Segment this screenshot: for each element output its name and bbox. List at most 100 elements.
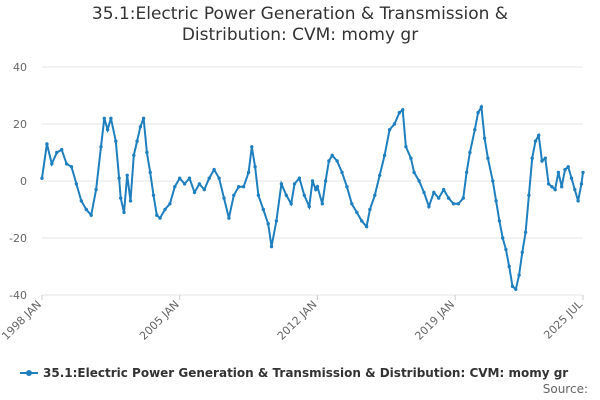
y-tick-label-3: -20 — [9, 232, 27, 245]
data-point-47 — [241, 185, 246, 189]
data-point-99 — [468, 150, 472, 155]
data-point-114 — [520, 250, 524, 254]
data-point-93 — [442, 187, 446, 192]
data-point-52 — [261, 207, 265, 212]
data-point-20 — [125, 173, 129, 177]
data-point-22 — [132, 153, 136, 157]
legend[interactable]: 35.1:Electric Power Generation & Transmi… — [20, 365, 568, 381]
data-point-11 — [94, 187, 98, 192]
data-point-80 — [382, 153, 387, 157]
data-point-31 — [163, 207, 167, 212]
data-point-87 — [412, 170, 416, 175]
data-point-120 — [540, 159, 544, 163]
data-point-32 — [168, 202, 172, 206]
data-point-10 — [89, 213, 93, 217]
data-point-36 — [187, 176, 192, 180]
data-point-68 — [327, 159, 331, 163]
data-point-97 — [461, 196, 465, 200]
data-point-61 — [302, 193, 306, 197]
data-point-58 — [289, 202, 293, 206]
data-point-41 — [212, 167, 216, 172]
data-point-76 — [364, 224, 369, 229]
data-point-128 — [566, 165, 570, 169]
data-point-111 — [510, 284, 515, 289]
data-point-91 — [432, 190, 436, 195]
data-point-59 — [292, 182, 297, 186]
data-point-13 — [102, 116, 107, 121]
data-point-42 — [217, 176, 221, 180]
data-point-8 — [79, 199, 84, 203]
data-point-66 — [320, 202, 324, 206]
data-point-126 — [560, 185, 564, 189]
data-point-110 — [507, 264, 511, 269]
data-point-15 — [109, 116, 113, 121]
data-point-105 — [491, 179, 495, 183]
data-point-77 — [368, 207, 372, 212]
data-point-70 — [335, 159, 339, 163]
series-line — [41, 103, 584, 292]
data-point-40 — [207, 176, 211, 180]
data-point-90 — [427, 204, 431, 209]
data-point-65 — [315, 185, 320, 189]
legend-label: 35.1:Electric Power Generation & Transmi… — [43, 366, 569, 380]
data-point-24 — [138, 125, 143, 129]
y-tick-label-1: 20 — [13, 118, 27, 131]
data-point-21 — [128, 199, 133, 203]
data-point-63 — [310, 179, 315, 183]
data-point-133 — [581, 170, 585, 175]
data-point-88 — [417, 179, 421, 183]
data-point-92 — [437, 196, 441, 200]
data-point-115 — [523, 230, 528, 234]
data-point-83 — [397, 110, 402, 115]
data-point-117 — [530, 156, 534, 160]
data-point-37 — [192, 190, 197, 195]
data-point-122 — [546, 182, 551, 186]
y-tick-label-4: -40 — [9, 289, 27, 302]
data-point-108 — [501, 236, 505, 240]
data-point-2 — [50, 162, 54, 166]
data-point-98 — [464, 170, 469, 175]
legend-swatch-icon — [20, 368, 38, 378]
data-point-123 — [550, 185, 554, 189]
legend-swatch-dot — [26, 370, 32, 376]
data-point-56 — [279, 182, 284, 186]
data-point-38 — [197, 182, 202, 186]
data-point-81 — [387, 128, 392, 132]
data-point-94 — [446, 196, 451, 200]
y-axis-ticks: 40 20 0 -20 -40 — [9, 61, 27, 302]
data-point-50 — [253, 165, 257, 169]
data-point-82 — [392, 122, 397, 126]
data-point-100 — [473, 128, 477, 132]
data-point-106 — [494, 199, 498, 203]
data-point-3 — [55, 150, 59, 155]
y-tick-label-2: 0 — [20, 175, 27, 188]
data-point-48 — [246, 170, 251, 175]
data-point-104 — [486, 156, 490, 160]
data-point-79 — [378, 173, 382, 177]
data-point-0 — [40, 176, 44, 180]
data-point-7 — [74, 182, 79, 186]
data-point-34 — [178, 176, 182, 180]
data-point-116 — [527, 193, 531, 197]
data-point-72 — [345, 185, 349, 189]
data-point-119 — [537, 133, 541, 138]
data-point-44 — [227, 216, 231, 220]
data-point-5 — [64, 162, 69, 166]
data-point-124 — [553, 187, 557, 192]
data-point-27 — [148, 170, 152, 175]
data-point-60 — [297, 176, 302, 180]
data-point-130 — [573, 187, 577, 192]
data-point-113 — [517, 273, 521, 277]
data-point-16 — [114, 139, 118, 143]
chart-title-line-2: Distribution: CVM: momy gr — [181, 25, 419, 45]
data-point-103 — [482, 136, 487, 140]
x-tick-label-3: 2019 JAN — [412, 298, 457, 343]
data-point-132 — [579, 182, 584, 186]
data-point-53 — [266, 222, 270, 226]
data-point-57 — [284, 193, 288, 197]
data-point-55 — [274, 219, 279, 223]
data-point-12 — [99, 145, 103, 149]
data-point-84 — [401, 108, 405, 112]
data-point-71 — [340, 170, 344, 175]
data-point-43 — [222, 196, 226, 200]
